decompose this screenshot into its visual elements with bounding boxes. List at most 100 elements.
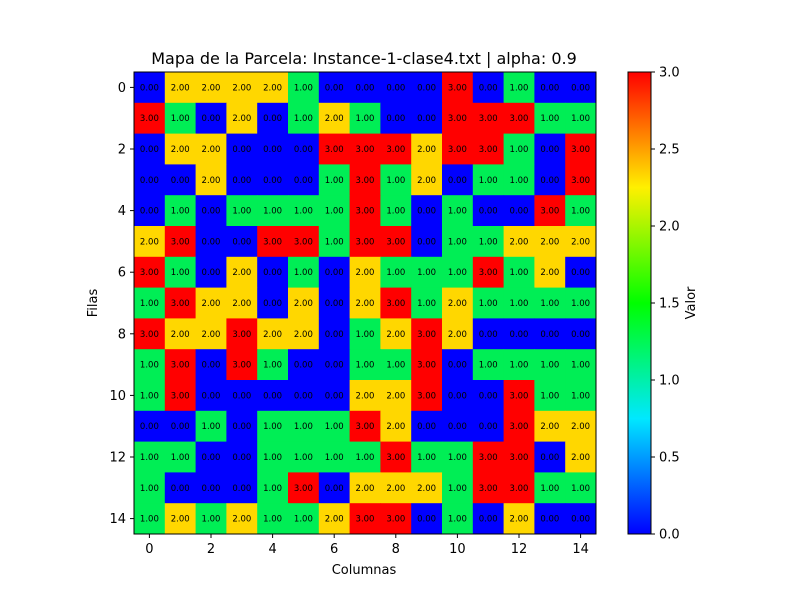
heatmap-cell: [257, 195, 289, 227]
plot-frame: [133, 71, 597, 535]
cell-value-label: 1.00: [386, 207, 405, 217]
cell-value-label: 3.00: [140, 330, 159, 340]
cell-value-label: 3.00: [510, 422, 529, 432]
cell-value-label: 1.00: [171, 114, 190, 124]
heatmap-cell: [134, 441, 166, 473]
heatmap-cell: [134, 226, 166, 258]
cell-value-label: 0.00: [571, 515, 590, 525]
cell-value-label: 3.00: [479, 145, 498, 155]
heatmap-cell: [565, 102, 597, 135]
cell-value-label: 2.00: [510, 237, 529, 247]
heatmap-cell: [134, 380, 166, 412]
heatmap-cell: [164, 503, 197, 535]
heatmap-cell: [534, 195, 566, 227]
heatmap-cell: [195, 287, 227, 319]
heatmap-cell: [164, 380, 197, 412]
heatmap-cell: [195, 195, 227, 227]
cell-value-label: 2.00: [356, 484, 375, 494]
heatmap-cell: [195, 318, 227, 350]
heatmap-cell: [565, 318, 597, 350]
heatmap-cell: [257, 164, 289, 196]
heatmap-cell: [195, 472, 227, 504]
cell-value-label: 0.00: [479, 422, 498, 432]
heatmap-cell: [257, 380, 289, 412]
heatmap-cell: [472, 472, 505, 504]
heatmap-cell: [134, 472, 166, 504]
heatmap-cell: [411, 349, 443, 381]
x-tick-label: 12: [511, 542, 528, 557]
heatmap-cell: [565, 410, 597, 443]
cell-value-label: 1.00: [325, 237, 344, 247]
cell-value-label: 0.00: [417, 422, 436, 432]
heatmap-cell: [349, 133, 381, 165]
heatmap-cell: [534, 441, 566, 473]
heatmap-cell: [472, 164, 505, 196]
heatmap-cell: [164, 226, 197, 258]
cell-value-label: 3.00: [386, 299, 405, 309]
heatmap-cell: [503, 102, 535, 135]
heatmap-cell: [164, 164, 197, 196]
heatmap-cell: [411, 133, 443, 165]
cell-value-label: 3.00: [171, 237, 190, 247]
cell-value-label: 3.00: [479, 268, 498, 278]
cell-value-label: 0.00: [263, 299, 282, 309]
y-tick-label: 0: [118, 81, 126, 96]
cell-value-label: 0.00: [386, 83, 405, 93]
heatmap-cell: [226, 318, 258, 350]
heatmap-cell: [257, 503, 289, 535]
heatmap-cell: [288, 503, 320, 535]
heatmap-cell: [288, 441, 320, 473]
cell-value-label: 2.00: [540, 422, 559, 432]
cell-value-label: 0.00: [171, 484, 190, 494]
cell-value-label: 2.00: [571, 237, 590, 247]
heatmap-cell: [195, 226, 227, 258]
cell-value-label: 1.00: [294, 515, 313, 525]
heatmap-cell: [442, 195, 474, 227]
colorbar-tick-label: 0.5: [659, 451, 680, 466]
cell-value-label: 0.00: [540, 515, 559, 525]
cell-value-label: 2.00: [510, 515, 529, 525]
heatmap-cell: [565, 195, 597, 227]
cell-value-label: 2.00: [232, 83, 251, 93]
cell-value-label: 0.00: [232, 145, 251, 155]
cell-value-label: 1.00: [263, 453, 282, 463]
heatmap-cell: [380, 133, 412, 165]
heatmap-cell: [288, 133, 320, 165]
x-tick-label: 14: [572, 542, 589, 557]
heatmap-cell: [288, 287, 320, 319]
heatmap-cell: [380, 380, 412, 412]
heatmap-cell: [134, 164, 166, 196]
cell-value-label: 1.00: [540, 484, 559, 494]
cell-value-label: 0.00: [540, 453, 559, 463]
cell-value-label: 3.00: [325, 145, 344, 155]
cell-value-label: 0.00: [510, 207, 529, 217]
heatmap-cell: [226, 410, 258, 443]
heatmap-cell: [534, 349, 566, 381]
heatmap-cell: [164, 256, 197, 289]
cell-value-label: 3.00: [510, 453, 529, 463]
cell-value-label: 3.00: [356, 145, 375, 155]
cell-value-label: 3.00: [448, 145, 467, 155]
cell-value-label: 0.00: [232, 237, 251, 247]
heatmap-cell: [164, 133, 197, 165]
heatmap-cell-labels: 0.00 2.00 2.00 2.00 2.00 1.00 0.00 0.00 0.00 0.00…: [140, 83, 590, 524]
heatmap-cell: [411, 72, 443, 104]
heatmap-cell: [380, 503, 412, 535]
colorbar-tick-label: 1.0: [659, 374, 680, 389]
colorbar-tick-label: 2.0: [659, 220, 680, 235]
heatmap-cell: [472, 256, 505, 289]
cell-value-label: 0.00: [540, 330, 559, 340]
heatmap-cell: [534, 410, 566, 443]
heatmap-cell: [503, 349, 535, 381]
heatmap-cell: [380, 287, 412, 319]
heatmap-cell: [164, 318, 197, 350]
heatmap-cell: [565, 287, 597, 319]
heatmap-cell: [195, 349, 227, 381]
cell-value-label: 1.00: [356, 453, 375, 463]
y-tick-label: 2: [118, 143, 126, 158]
cell-value-label: 1.00: [448, 207, 467, 217]
cell-value-label: 0.00: [479, 207, 498, 217]
heatmap-cell: [503, 287, 535, 319]
cell-value-label: 2.00: [325, 515, 344, 525]
heatmap-cell: [472, 410, 505, 443]
